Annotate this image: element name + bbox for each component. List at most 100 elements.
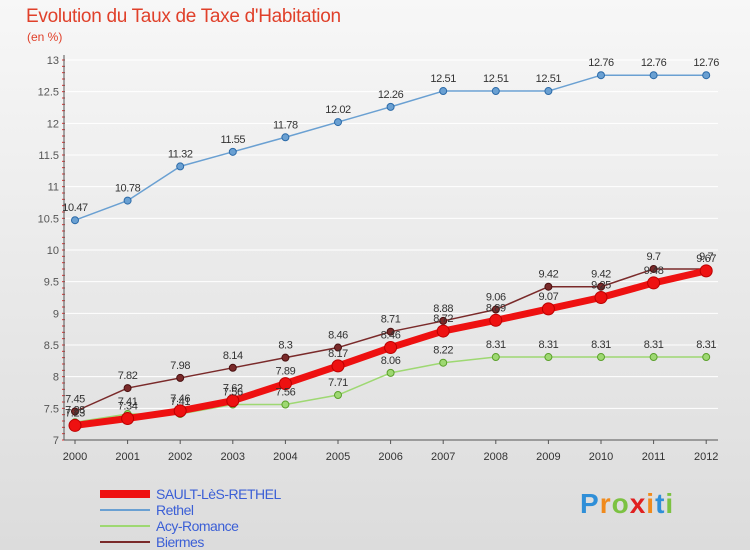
data-point: [228, 363, 237, 372]
data-label: 8.31: [591, 339, 611, 351]
x-tick-label: 2006: [378, 451, 402, 463]
data-point: [281, 353, 290, 362]
legend-label: Biermes: [156, 534, 204, 550]
data-label: 9.7: [647, 251, 661, 263]
data-point: [334, 391, 342, 400]
data-label: 8.31: [644, 339, 664, 351]
legend-label: Rethel: [156, 502, 194, 518]
y-tick-label: 9.5: [44, 277, 59, 289]
data-label: 9.42: [538, 269, 558, 281]
legend-item: Acy-Romance: [100, 518, 281, 534]
data-label: 10.78: [115, 183, 141, 195]
data-point: [386, 102, 395, 111]
data-label: 7.41: [118, 396, 138, 408]
data-label: 7.98: [170, 360, 190, 372]
data-label: 12.26: [378, 89, 404, 101]
data-label: 8.06: [381, 355, 401, 367]
legend-item: SAULT-LèS-RETHEL: [100, 486, 281, 502]
proxiti-logo: Proxiti: [580, 488, 674, 520]
data-label: 7.46: [170, 393, 190, 405]
data-label: 12.76: [693, 57, 719, 69]
x-tick-label: 2002: [168, 451, 192, 463]
data-point: [489, 313, 503, 327]
data-point: [173, 404, 187, 418]
data-label: 7.82: [118, 370, 138, 382]
data-label: 8.22: [433, 345, 453, 357]
logo-letter: i: [665, 488, 675, 519]
data-label: 8.31: [486, 339, 506, 351]
data-point: [68, 418, 82, 432]
data-point: [386, 368, 395, 377]
legend-swatch: [100, 490, 150, 498]
x-tick-label: 2005: [326, 451, 350, 463]
data-point: [121, 411, 135, 425]
data-point: [597, 353, 605, 362]
y-tick-label: 13: [47, 55, 59, 67]
data-label: 12.76: [641, 57, 667, 69]
data-point: [541, 302, 555, 316]
data-point: [649, 265, 658, 273]
data-label: 7.56: [223, 387, 243, 399]
data-label: 8.71: [381, 314, 401, 326]
logo-letter: o: [611, 488, 630, 519]
x-tick-label: 2010: [589, 451, 613, 463]
data-point: [228, 147, 237, 156]
x-tick-label: 2008: [484, 451, 508, 463]
y-tick-label: 8.5: [44, 340, 59, 352]
y-tick-label: 12.5: [38, 87, 59, 99]
logo-letter: r: [599, 488, 612, 519]
data-label: 7.56: [275, 387, 295, 399]
data-point: [649, 353, 658, 362]
x-tick-label: 2011: [642, 451, 666, 463]
data-point: [176, 373, 185, 382]
y-tick-label: 12: [47, 118, 59, 130]
data-label: 8.31: [538, 339, 558, 351]
data-point: [439, 316, 448, 325]
data-label: 9.67: [696, 253, 716, 265]
data-point: [331, 359, 345, 373]
legend-item: Biermes: [100, 534, 281, 550]
y-tick-label: 10.5: [38, 213, 59, 225]
data-label: 8.46: [381, 330, 401, 342]
data-label: 8.89: [486, 302, 506, 314]
legend: SAULT-LèS-RETHEL Rethel Acy-Romance Biermes: [100, 486, 281, 550]
data-point: [123, 384, 132, 393]
x-tick-label: 2001: [115, 451, 139, 463]
legend-swatch: [100, 525, 150, 527]
data-point: [491, 305, 500, 314]
axes: 7 7.5 8 8.5 9 9.5 10 10.5 11 11.5 12 12.5 13 2000 2001…: [38, 55, 718, 463]
x-tick-label: 2000: [63, 451, 87, 463]
data-label: 8.88: [433, 303, 453, 315]
data-point: [647, 276, 661, 290]
logo-letter: i: [646, 488, 656, 519]
data-label: 11.55: [220, 134, 245, 146]
y-tick-label: 8: [53, 372, 59, 384]
data-point: [334, 118, 342, 127]
data-label: 7.45: [65, 394, 85, 406]
data-label: 7.41: [170, 396, 190, 408]
data-point: [334, 343, 342, 352]
data-label: 9.25: [591, 280, 611, 292]
data-point: [597, 282, 605, 291]
data-point: [544, 87, 553, 96]
y-tick-label: 7: [53, 435, 59, 447]
data-point: [281, 133, 290, 142]
x-tick-label: 2007: [431, 451, 455, 463]
legend-label: Acy-Romance: [156, 518, 239, 534]
data-label: 8.46: [328, 330, 348, 342]
data-point: [702, 353, 711, 362]
data-label: 7.23: [65, 407, 85, 419]
data-label: 8.17: [328, 348, 348, 360]
data-point: [491, 353, 500, 362]
data-label: 12.02: [325, 104, 351, 116]
y-tick-label: 11.5: [38, 150, 59, 162]
series-layer: [68, 71, 713, 432]
data-point: [439, 87, 448, 96]
data-point: [71, 407, 79, 416]
data-point: [649, 71, 658, 80]
data-point: [594, 291, 608, 304]
data-label: 9.7: [699, 251, 713, 263]
data-point: [176, 162, 185, 171]
data-label: 8.31: [696, 339, 716, 351]
